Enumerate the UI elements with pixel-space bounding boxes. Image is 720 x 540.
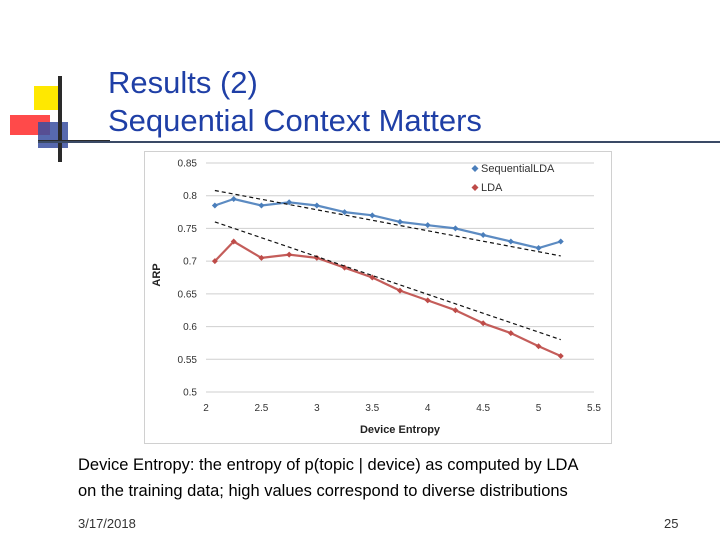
point-sequentiallda xyxy=(535,245,542,252)
slide-title-line-1: Results (2) xyxy=(108,65,258,100)
point-lda xyxy=(286,251,293,258)
point-lda xyxy=(507,330,514,337)
point-lda xyxy=(230,238,237,245)
legend-label-sequentiallda: SequentialLDA xyxy=(481,163,555,175)
arp-vs-entropy-chart: 0.5 0.55 0.6 0.65 0.7 0.75 0.8 0.85 2 2.5 3 3.5 4 4.… xyxy=(144,151,612,444)
y-tick-label: 0.7 xyxy=(183,257,197,268)
point-lda xyxy=(369,274,376,281)
point-sequentiallda xyxy=(369,212,376,219)
x-tick-label: 3 xyxy=(314,403,320,414)
series-line-sequentiallda xyxy=(214,197,562,250)
y-tick-label: 0.6 xyxy=(183,322,197,333)
point-lda xyxy=(480,320,487,327)
y-tick-label: 0.5 xyxy=(183,388,197,399)
caption-line-1: Device Entropy: the entropy of p(topic |… xyxy=(78,456,579,474)
y-tick-label: 0.8 xyxy=(183,191,197,202)
point-lda xyxy=(258,254,265,261)
point-lda xyxy=(535,343,542,350)
slide-title: Results (2) Sequential Context Matters xyxy=(108,64,482,140)
point-sequentiallda xyxy=(397,218,403,225)
title-underline xyxy=(38,141,720,143)
y-tick-label: 0.85 xyxy=(178,159,198,170)
legend-marker-sequentiallda xyxy=(471,165,479,172)
x-tick-label: 2 xyxy=(203,403,209,414)
x-tick-label: 4.5 xyxy=(476,403,490,414)
y-axis-ticks: 0.5 0.55 0.6 0.65 0.7 0.75 0.8 0.85 xyxy=(178,159,198,399)
point-sequentiallda xyxy=(230,195,237,202)
x-tick-label: 4 xyxy=(425,403,431,414)
point-lda xyxy=(397,287,403,294)
point-sequentiallda xyxy=(211,202,218,209)
slide-logo-decoration xyxy=(10,76,110,162)
point-lda xyxy=(424,297,431,304)
x-tick-label: 5.5 xyxy=(587,403,601,414)
trendline-lda xyxy=(214,221,561,341)
x-tick-label: 2.5 xyxy=(254,403,268,414)
logo-yellow-square xyxy=(34,86,58,110)
chart-border xyxy=(144,151,612,444)
point-lda xyxy=(341,264,348,271)
point-sequentiallda xyxy=(557,238,564,245)
y-tick-label: 0.65 xyxy=(178,289,198,300)
point-lda xyxy=(452,307,459,314)
caption-line-2: on the training data; high values corres… xyxy=(78,482,568,500)
slide-date: 3/17/2018 xyxy=(78,516,136,531)
slide-page-number: 25 xyxy=(664,516,679,531)
logo-vertical-line xyxy=(58,76,62,162)
point-sequentiallda xyxy=(258,202,265,209)
point-sequentiallda xyxy=(313,202,320,209)
point-sequentiallda xyxy=(480,231,487,238)
x-tick-label: 3.5 xyxy=(365,403,379,414)
logo-blue-square xyxy=(38,122,68,148)
series-line-lda xyxy=(214,240,562,358)
legend-marker-lda xyxy=(471,184,479,191)
point-sequentiallda xyxy=(507,238,514,245)
y-tick-label: 0.55 xyxy=(178,355,198,366)
chart-trendlines xyxy=(214,189,561,341)
chart-legend: SequentialLDA LDA xyxy=(471,163,555,194)
y-axis-label: ARP xyxy=(151,263,163,286)
point-sequentiallda xyxy=(341,209,348,216)
point-lda xyxy=(557,353,564,360)
slide-title-line-2: Sequential Context Matters xyxy=(108,103,482,138)
x-axis-label: Device Entropy xyxy=(360,424,441,436)
chart-gridlines xyxy=(206,162,594,393)
y-tick-label: 0.75 xyxy=(178,224,198,235)
x-tick-label: 5 xyxy=(536,403,542,414)
slide-caption: Device Entropy: the entropy of p(topic |… xyxy=(78,452,708,504)
legend-label-lda: LDA xyxy=(481,182,503,194)
chart-data-points xyxy=(211,195,564,360)
point-lda xyxy=(211,258,218,265)
trendline-sequentiallda xyxy=(214,189,561,257)
point-sequentiallda xyxy=(424,222,431,229)
point-sequentiallda xyxy=(452,225,459,232)
x-axis-ticks: 2 2.5 3 3.5 4 4.5 5 5.5 xyxy=(203,403,601,414)
